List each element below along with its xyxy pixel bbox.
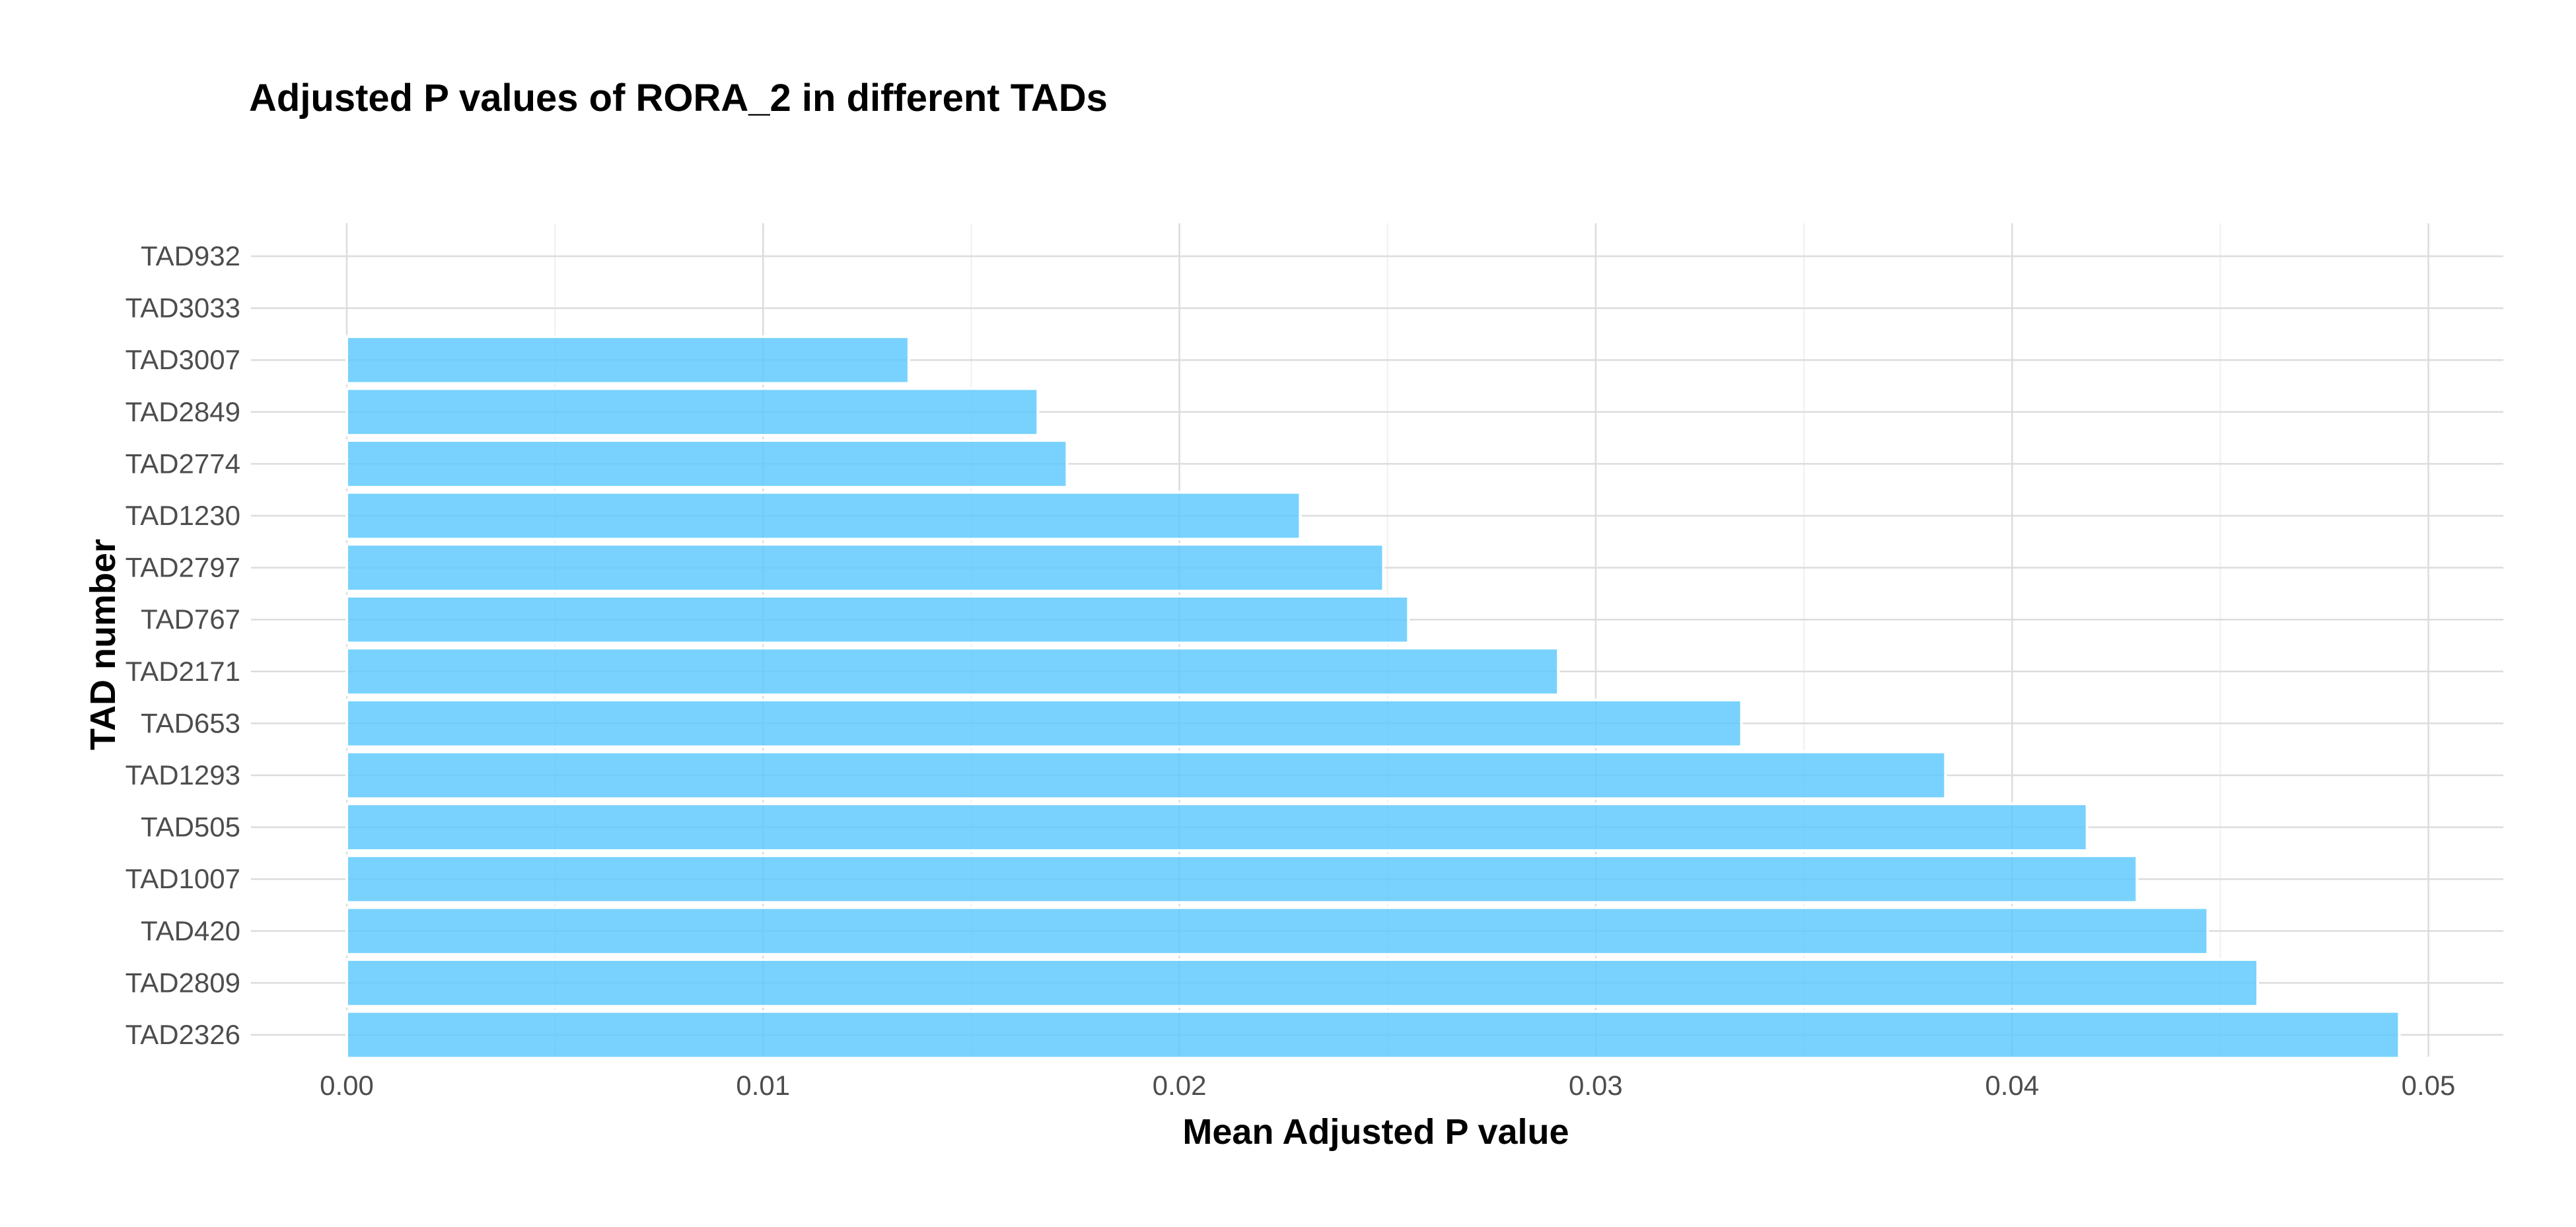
bar-tad1007 bbox=[345, 854, 2139, 904]
bar-tad767 bbox=[345, 594, 1410, 645]
x-tick-label: 0.01 bbox=[736, 1070, 790, 1101]
x-tick-label: 0.04 bbox=[1985, 1070, 2039, 1101]
bar-tad2774 bbox=[345, 439, 1069, 489]
y-tick-label: TAD2171 bbox=[125, 656, 240, 687]
y-tick-label: TAD2849 bbox=[125, 396, 240, 427]
x-tick-label: 0.00 bbox=[320, 1070, 374, 1101]
bar-tad505 bbox=[345, 802, 2089, 852]
x-tick-label: 0.02 bbox=[1153, 1070, 1207, 1101]
x-tick-label: 0.03 bbox=[1569, 1070, 1623, 1101]
y-tick-label: TAD767 bbox=[141, 604, 240, 635]
bar-tad2809 bbox=[345, 958, 2260, 1008]
y-tick-label: TAD2774 bbox=[125, 448, 240, 479]
bar-tad2171 bbox=[345, 647, 1560, 697]
y-tick-label: TAD3033 bbox=[125, 293, 240, 324]
y-tick-label: TAD1230 bbox=[125, 500, 240, 531]
y-tick-label: TAD505 bbox=[141, 812, 240, 843]
y-axis-tick-labels: TAD932 TAD3033 TAD3007 TAD2849 TAD2774 TAD123… bbox=[125, 240, 240, 1050]
bar-tad2326 bbox=[345, 1010, 2401, 1060]
y-tick-label: TAD1007 bbox=[125, 863, 240, 894]
x-axis-title: Mean Adjusted P value bbox=[1182, 1112, 1569, 1152]
bars bbox=[345, 335, 2401, 1060]
chart-title: Adjusted P values of RORA_2 in different… bbox=[249, 77, 1108, 120]
y-tick-label: TAD653 bbox=[141, 707, 240, 738]
bar-tad420 bbox=[345, 906, 2209, 956]
bar-tad1293 bbox=[345, 750, 1947, 800]
y-tick-label: TAD2326 bbox=[125, 1019, 240, 1050]
bar-tad2849 bbox=[345, 387, 1040, 437]
y-tick-label: TAD2809 bbox=[125, 967, 240, 998]
x-axis-tick-labels: 0.00 0.01 0.02 0.03 0.04 0.05 bbox=[320, 1070, 2455, 1101]
bar-tad2797 bbox=[345, 543, 1385, 592]
y-tick-label: TAD932 bbox=[141, 240, 240, 271]
y-tick-label: TAD2797 bbox=[125, 552, 240, 583]
y-tick-label: TAD3007 bbox=[125, 344, 240, 375]
bar-tad653 bbox=[345, 699, 1743, 748]
y-tick-label: TAD420 bbox=[141, 915, 240, 946]
bar-tad1230 bbox=[345, 491, 1302, 541]
y-axis-title: TAD number bbox=[83, 539, 123, 750]
x-tick-label: 0.05 bbox=[2402, 1070, 2456, 1101]
y-tick-label: TAD1293 bbox=[125, 759, 240, 790]
bar-tad3007 bbox=[345, 335, 910, 385]
